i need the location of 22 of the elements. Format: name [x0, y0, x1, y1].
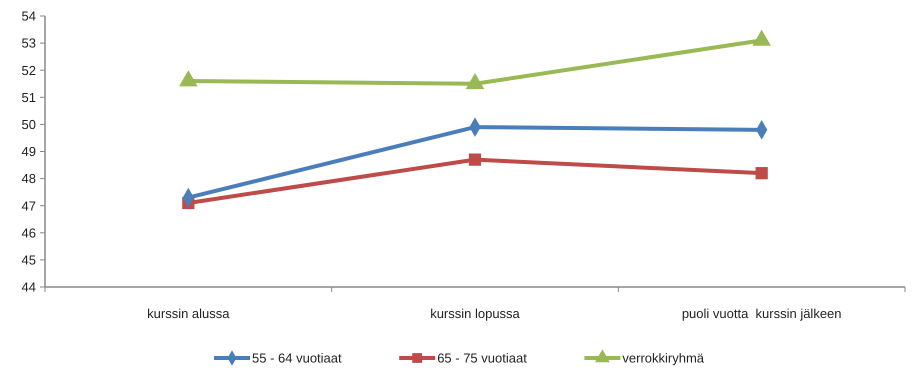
point	[756, 167, 768, 180]
point	[179, 70, 198, 86]
y-tick-label: 50	[22, 116, 36, 132]
legend-label: 65 - 75 vuotiaat	[437, 350, 528, 366]
y-tick-label: 53	[22, 36, 36, 51]
point	[468, 154, 482, 166]
y-tick-label: 51	[22, 90, 36, 105]
y-tick-label: 47	[22, 198, 36, 214]
y-tick-label: 44	[22, 280, 36, 295]
x-tick-label: kurssin alussa	[147, 306, 230, 321]
y-tick-label: 52	[22, 62, 36, 78]
point	[466, 73, 484, 90]
y-tick-label: 48	[22, 171, 36, 186]
y-tick-label: 54	[22, 8, 36, 24]
y-tick-label: 45	[22, 252, 36, 268]
point	[752, 30, 771, 46]
legend-label: verrokkiryhmä	[622, 350, 705, 366]
x-tick-label: puoli vuotta kurssin jälkeen	[682, 306, 842, 321]
y-tick-label: 46	[22, 225, 36, 240]
x-tick-label: kurssin lopussa	[430, 306, 521, 321]
y-tick-label: 49	[22, 144, 36, 160]
legend-label: 55 - 64 vuotiaat	[252, 350, 342, 366]
